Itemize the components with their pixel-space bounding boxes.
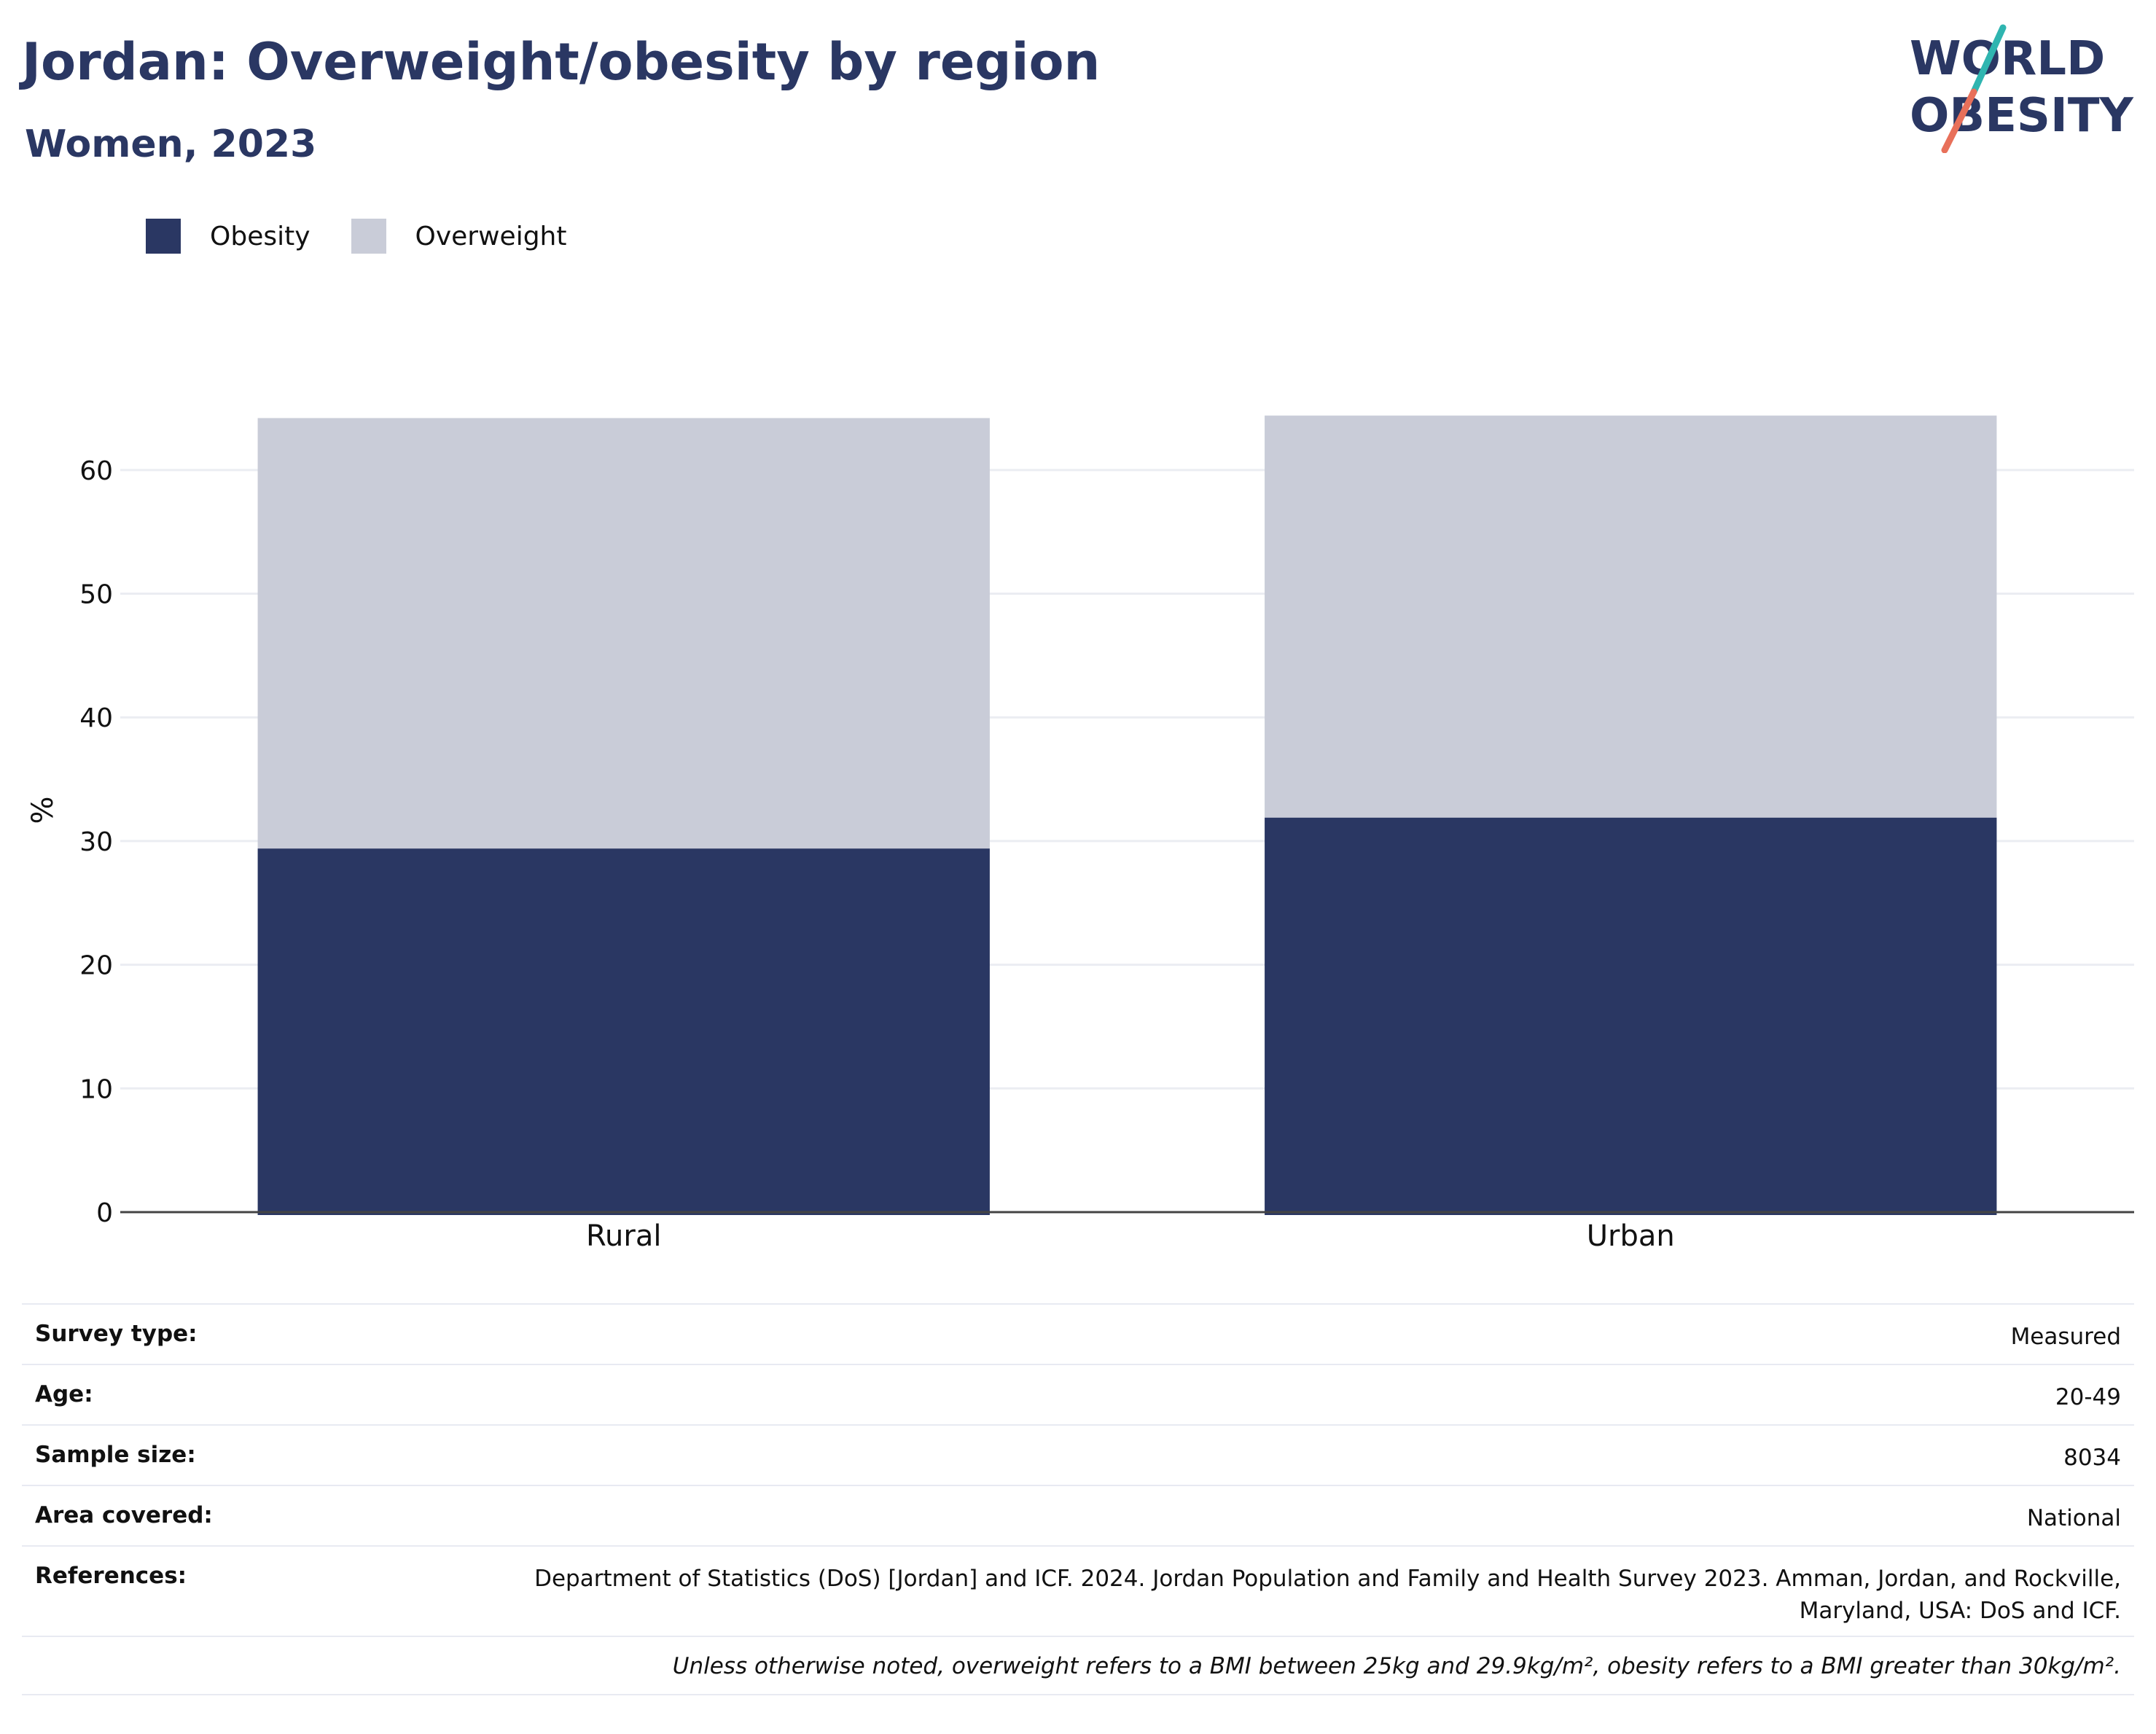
info-key: Age: (35, 1381, 93, 1407)
info-row-area-covered: Area covered: National (22, 1485, 2134, 1545)
info-row-references: References: Department of Statistics (Do… (22, 1545, 2134, 1636)
info-row-note: Unless otherwise noted, overweight refer… (22, 1636, 2134, 1695)
info-key: Area covered: (35, 1502, 213, 1528)
y-tick-label: 30 (79, 827, 113, 857)
info-value: 8034 (2063, 1445, 2121, 1471)
bar-overweight-urban (1265, 415, 1997, 818)
survey-info-table: Survey type: Measured Age: 20-49 Sample … (22, 1303, 2134, 1695)
stacked-bar-chart: 0 10 20 30 40 50 60% Rural Urban (26, 415, 2134, 1253)
logo-slash-teal (1970, 24, 2007, 95)
legend-label-overweight: Overweight (415, 221, 567, 251)
world-obesity-logo: WORLD OBESITY (1910, 24, 2133, 153)
info-key: References: (35, 1563, 187, 1589)
y-tick-label: 60 (79, 456, 113, 486)
bar-overweight-rural (257, 418, 990, 849)
y-tick-label: 0 (96, 1198, 113, 1228)
info-key: Sample size: (35, 1442, 196, 1468)
chart-legend: Obesity Overweight (146, 217, 607, 255)
chart-title: Jordan: Overweight/obesity by region (22, 32, 1101, 92)
info-value: Measured (2010, 1324, 2121, 1350)
info-value: 20-49 (2055, 1384, 2121, 1410)
bar-obesity-rural (257, 848, 990, 1215)
chart-subtitle: Women, 2023 (25, 122, 317, 166)
legend-label-obesity: Obesity (210, 221, 310, 251)
legend-item-overweight[interactable]: Overweight (351, 219, 567, 254)
y-tick-label: 20 (79, 951, 113, 981)
info-value: National (2026, 1505, 2121, 1531)
info-row-sample-size: Sample size: 8034 (22, 1424, 2134, 1485)
info-row-age: Age: 20-49 (22, 1364, 2134, 1424)
y-tick-label: 50 (79, 580, 113, 610)
x-tick-label: Rural (586, 1219, 661, 1253)
y-tick-label: 40 (79, 703, 113, 733)
legend-item-obesity[interactable]: Obesity (146, 219, 310, 254)
info-row-survey-type: Survey type: Measured (22, 1303, 2134, 1364)
bmi-definition-note: Unless otherwise noted, overweight refer… (672, 1653, 2121, 1679)
logo-line1: WORLD (1910, 32, 2105, 86)
legend-swatch-obesity (146, 219, 181, 254)
info-key: Survey type: (35, 1321, 198, 1347)
y-axis-label: % (26, 796, 60, 824)
bar-obesity-urban (1265, 817, 1997, 1215)
logo-line2: OBESITY (1910, 89, 2133, 143)
legend-swatch-overweight (351, 219, 386, 254)
info-value: Department of Statistics (DoS) [Jordan] … (534, 1566, 2121, 1624)
x-tick-label: Urban (1587, 1219, 1675, 1253)
logo-slash-coral (1941, 88, 1977, 153)
y-tick-label: 10 (79, 1074, 113, 1104)
